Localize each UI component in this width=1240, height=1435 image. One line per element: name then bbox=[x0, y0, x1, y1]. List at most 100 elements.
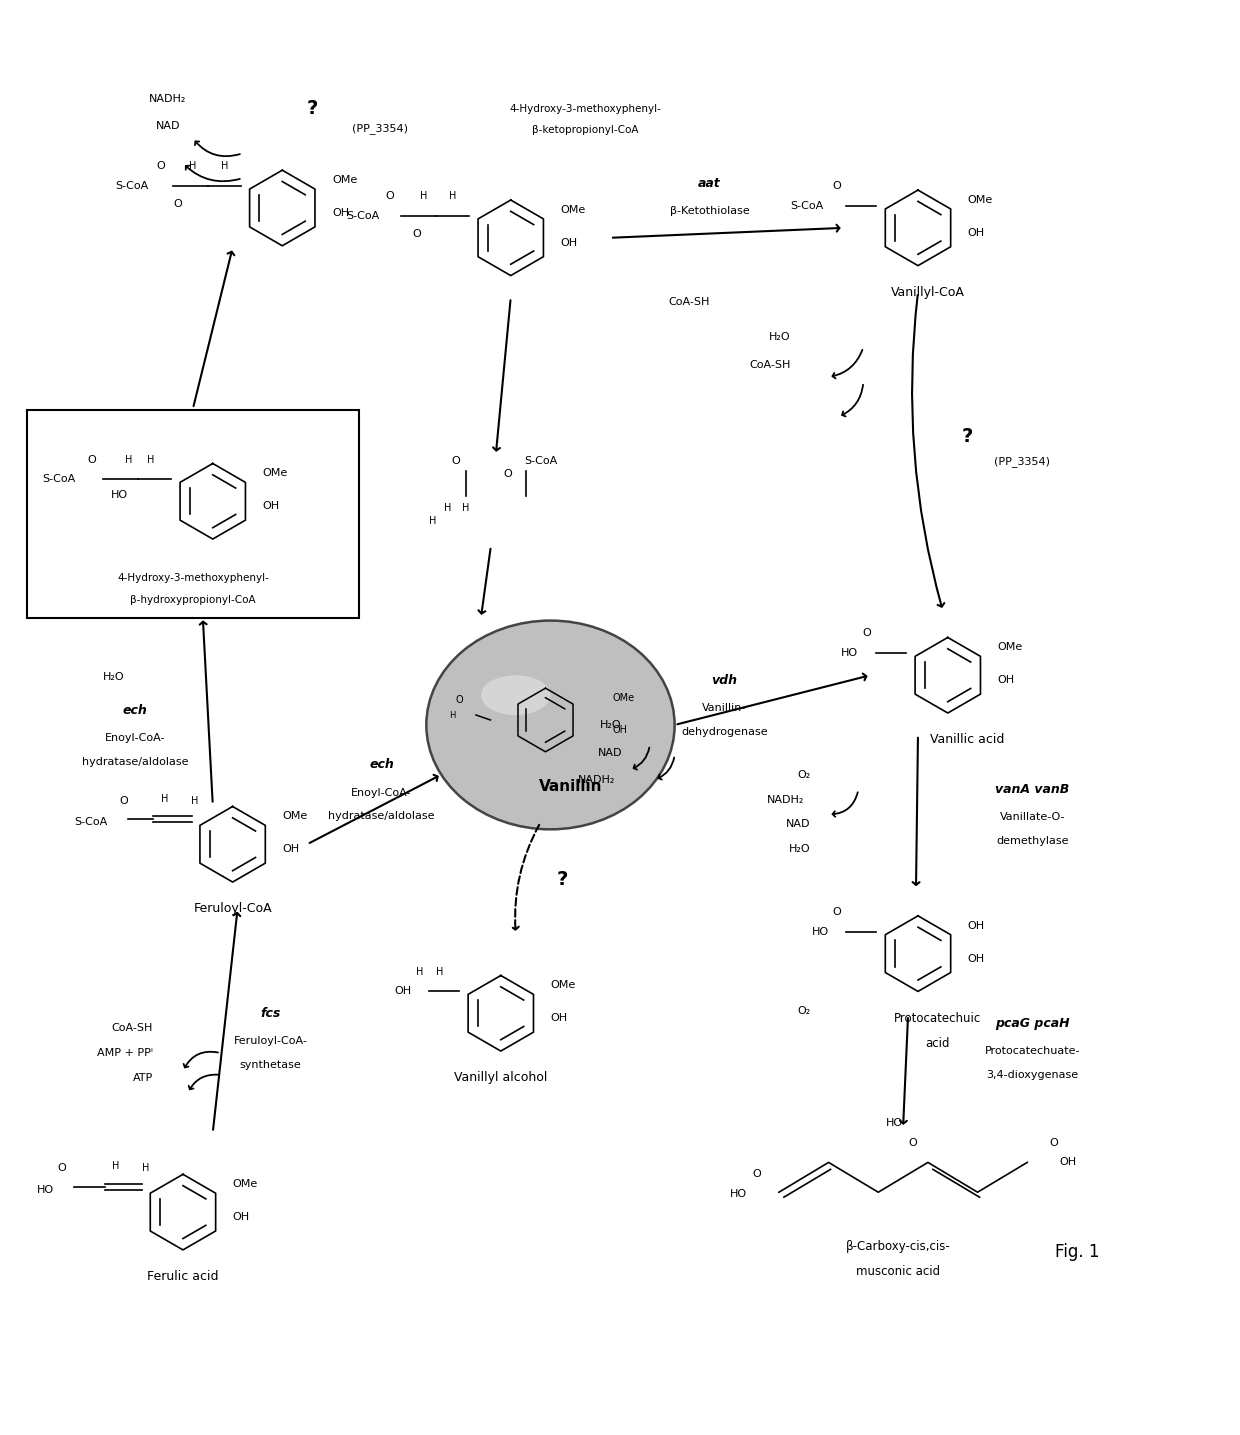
Text: H: H bbox=[125, 455, 131, 465]
Text: CoA-SH: CoA-SH bbox=[749, 360, 791, 370]
Text: OH: OH bbox=[233, 1213, 249, 1223]
Text: H: H bbox=[148, 455, 155, 465]
Text: O: O bbox=[455, 695, 463, 705]
Text: OH: OH bbox=[967, 921, 985, 931]
Text: OH: OH bbox=[394, 986, 412, 996]
Text: CoA-SH: CoA-SH bbox=[668, 297, 711, 307]
Text: Vanillyl-CoA: Vanillyl-CoA bbox=[892, 286, 965, 298]
Text: H₂O: H₂O bbox=[769, 333, 791, 342]
Text: acid: acid bbox=[925, 1036, 950, 1049]
Text: O: O bbox=[503, 469, 512, 479]
Text: 3,4-dioxygenase: 3,4-dioxygenase bbox=[986, 1071, 1079, 1081]
Text: demethylase: demethylase bbox=[996, 837, 1069, 847]
Text: fcs: fcs bbox=[260, 1007, 280, 1020]
Text: AMP + PPᴵ: AMP + PPᴵ bbox=[97, 1048, 154, 1058]
Text: (PP_3354): (PP_3354) bbox=[994, 456, 1050, 466]
Text: NADH₂: NADH₂ bbox=[766, 795, 804, 805]
Text: H: H bbox=[429, 517, 436, 527]
Text: Enoyl-CoA-: Enoyl-CoA- bbox=[105, 733, 165, 743]
Text: Vanillin-: Vanillin- bbox=[702, 703, 746, 713]
Text: ?: ? bbox=[962, 428, 973, 446]
Text: Vanillate-O-: Vanillate-O- bbox=[999, 812, 1065, 822]
Text: Feruloyl-CoA: Feruloyl-CoA bbox=[193, 903, 272, 916]
Text: hydratase/aldolase: hydratase/aldolase bbox=[82, 756, 188, 766]
Text: Vanillic acid: Vanillic acid bbox=[930, 733, 1004, 746]
Text: musconic acid: musconic acid bbox=[856, 1266, 940, 1279]
Ellipse shape bbox=[428, 621, 663, 821]
Text: (PP_3354): (PP_3354) bbox=[352, 123, 408, 133]
Text: H: H bbox=[449, 710, 455, 719]
Text: Fig. 1: Fig. 1 bbox=[1055, 1243, 1099, 1261]
Ellipse shape bbox=[428, 621, 661, 818]
Text: OH: OH bbox=[263, 501, 279, 511]
Text: OH: OH bbox=[551, 1013, 568, 1023]
Ellipse shape bbox=[481, 676, 551, 715]
Text: H: H bbox=[161, 794, 169, 804]
Ellipse shape bbox=[428, 623, 658, 817]
Ellipse shape bbox=[429, 623, 655, 812]
Text: OH: OH bbox=[283, 844, 299, 854]
Text: NADH₂: NADH₂ bbox=[149, 93, 187, 103]
Text: NADH₂: NADH₂ bbox=[578, 775, 615, 785]
Text: Vanillin: Vanillin bbox=[538, 779, 603, 794]
FancyBboxPatch shape bbox=[27, 410, 358, 617]
Ellipse shape bbox=[429, 624, 647, 808]
Text: OMe: OMe bbox=[997, 643, 1023, 653]
Text: dehydrogenase: dehydrogenase bbox=[681, 728, 768, 738]
Text: S-CoA: S-CoA bbox=[346, 211, 379, 221]
Text: HO: HO bbox=[112, 491, 128, 501]
Text: HO: HO bbox=[811, 927, 828, 937]
Ellipse shape bbox=[430, 624, 641, 802]
Text: OMe: OMe bbox=[967, 195, 993, 205]
Text: H: H bbox=[419, 191, 427, 201]
Text: Feruloyl-CoA-: Feruloyl-CoA- bbox=[233, 1036, 308, 1046]
Text: O: O bbox=[909, 1138, 918, 1148]
Text: HO: HO bbox=[841, 649, 858, 659]
Text: β-hydroxypropionyl-CoA: β-hydroxypropionyl-CoA bbox=[130, 594, 255, 604]
Text: O: O bbox=[174, 199, 182, 210]
Text: OMe: OMe bbox=[551, 980, 575, 990]
Text: O: O bbox=[832, 181, 841, 191]
Text: O₂: O₂ bbox=[797, 769, 811, 779]
Text: S-CoA: S-CoA bbox=[525, 456, 557, 466]
Text: ech: ech bbox=[370, 758, 394, 771]
Text: Vanillyl alcohol: Vanillyl alcohol bbox=[454, 1072, 548, 1085]
Text: O: O bbox=[1049, 1138, 1058, 1148]
Text: OH: OH bbox=[1059, 1158, 1076, 1168]
Text: S-CoA: S-CoA bbox=[115, 181, 149, 191]
Text: HO: HO bbox=[37, 1185, 53, 1195]
Text: CoA-SH: CoA-SH bbox=[112, 1023, 154, 1033]
Text: O: O bbox=[57, 1164, 66, 1174]
Text: H: H bbox=[463, 504, 470, 514]
Ellipse shape bbox=[427, 621, 668, 824]
Text: β-ketopropionyl-CoA: β-ketopropionyl-CoA bbox=[532, 125, 639, 135]
Text: O₂: O₂ bbox=[797, 1006, 811, 1016]
Text: OH: OH bbox=[997, 676, 1014, 686]
Text: H: H bbox=[141, 1164, 149, 1174]
Text: O: O bbox=[832, 907, 841, 917]
Text: HO: HO bbox=[730, 1190, 748, 1200]
Text: O: O bbox=[156, 161, 165, 171]
Text: H: H bbox=[221, 161, 228, 171]
Text: β-Carboxy-cis,cis-: β-Carboxy-cis,cis- bbox=[846, 1240, 951, 1253]
Text: 4-Hydroxy-3-methoxyphenyl-: 4-Hydroxy-3-methoxyphenyl- bbox=[510, 103, 661, 113]
Ellipse shape bbox=[429, 623, 650, 809]
Text: Enoyl-CoA-: Enoyl-CoA- bbox=[351, 788, 412, 798]
Ellipse shape bbox=[428, 623, 657, 815]
Text: synthetase: synthetase bbox=[239, 1060, 301, 1071]
Text: NAD: NAD bbox=[598, 748, 622, 758]
Text: OH: OH bbox=[967, 954, 985, 963]
Text: OMe: OMe bbox=[613, 693, 634, 703]
Text: S-CoA: S-CoA bbox=[42, 475, 76, 485]
Text: aat: aat bbox=[698, 177, 720, 189]
Ellipse shape bbox=[429, 624, 646, 805]
Text: Protocatechuate-: Protocatechuate- bbox=[985, 1046, 1080, 1056]
Text: OH: OH bbox=[613, 725, 627, 735]
Text: O: O bbox=[386, 191, 394, 201]
Text: H: H bbox=[112, 1161, 119, 1171]
Text: H: H bbox=[444, 504, 451, 514]
Ellipse shape bbox=[427, 621, 672, 828]
Ellipse shape bbox=[429, 623, 652, 811]
Text: OH: OH bbox=[967, 228, 985, 238]
Text: ?: ? bbox=[557, 870, 568, 888]
